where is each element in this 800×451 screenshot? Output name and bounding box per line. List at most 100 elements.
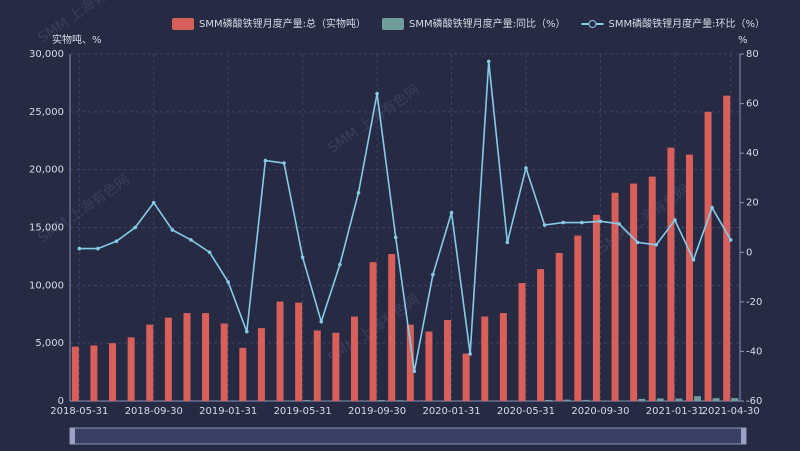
point — [617, 221, 621, 226]
y-tick-label: 5,000 — [35, 338, 64, 349]
bar — [712, 398, 720, 401]
bar — [109, 343, 117, 401]
y-tick-label: 25,000 — [29, 107, 64, 118]
bar — [693, 396, 701, 401]
bar — [574, 235, 582, 401]
point — [542, 223, 547, 227]
point — [114, 239, 119, 243]
point — [654, 243, 659, 247]
point — [431, 272, 435, 277]
y2-tick-label: -60 — [746, 396, 762, 407]
bar — [563, 399, 571, 401]
x-tick-label: 2021-04-30 — [702, 406, 760, 417]
bar — [592, 214, 600, 401]
bar — [444, 320, 452, 401]
point — [468, 352, 472, 356]
x-tick-label: 2019-05-31 — [274, 406, 332, 417]
bar — [369, 262, 377, 401]
point — [207, 250, 212, 255]
bar — [71, 346, 79, 401]
x-tick-label: 2021-01-31 — [646, 406, 704, 417]
bar — [396, 400, 404, 401]
line — [79, 61, 732, 372]
y2-tick-label: -40 — [746, 346, 762, 357]
y-tick-label: 0 — [58, 396, 64, 407]
y2-tick-label: 40 — [746, 148, 759, 159]
point — [598, 219, 603, 224]
watermark: SMM 上海有色网 — [595, 181, 693, 257]
bar — [90, 345, 98, 401]
point — [300, 255, 305, 260]
point — [561, 220, 565, 225]
bar — [731, 398, 739, 401]
point — [673, 218, 677, 222]
point — [170, 228, 175, 232]
x-tick-label: 2020-01-31 — [422, 406, 480, 417]
point — [356, 191, 361, 195]
bar — [295, 302, 303, 401]
bar — [704, 111, 712, 401]
y2-axis-label: % — [738, 35, 748, 46]
watermark: SMM 上海有色网 — [35, 171, 133, 247]
zoom-slider[interactable] — [69, 427, 747, 445]
bar — [406, 324, 414, 401]
point — [412, 369, 417, 374]
bar — [537, 269, 545, 401]
point — [393, 235, 398, 240]
y-axis-label: 实物吨、% — [52, 33, 102, 46]
point — [319, 319, 324, 324]
point — [635, 240, 640, 245]
legend-swatch — [588, 20, 597, 28]
point — [486, 59, 491, 64]
point — [524, 166, 528, 170]
point — [226, 280, 230, 284]
legend-swatch — [172, 18, 194, 30]
bar — [545, 399, 553, 401]
point — [151, 200, 156, 205]
y2-tick-label: 80 — [746, 49, 759, 60]
bar — [638, 398, 646, 401]
point — [728, 238, 733, 242]
bar — [648, 176, 656, 401]
y2-tick-label: 0 — [746, 247, 752, 258]
zoom-handle[interactable] — [741, 428, 746, 444]
y-tick-label: 10,000 — [29, 280, 64, 291]
bar — [303, 400, 311, 401]
point — [133, 225, 137, 230]
point — [710, 205, 714, 210]
point — [282, 161, 286, 165]
bar — [164, 317, 172, 401]
bar — [555, 252, 563, 401]
bar — [146, 324, 154, 401]
bar — [675, 398, 683, 401]
bar — [462, 353, 470, 401]
point — [449, 210, 454, 215]
point — [96, 246, 100, 251]
x-tick-label: 2020-05-31 — [497, 406, 555, 417]
y-tick-label: 30,000 — [29, 49, 64, 60]
bar — [127, 337, 135, 401]
bar — [630, 183, 638, 401]
bar — [332, 332, 340, 401]
legend-swatch — [381, 18, 404, 30]
zoom-handle[interactable] — [70, 428, 75, 444]
legend-label: SMM磷酸铁锂月度产量:同比（%） — [409, 17, 565, 30]
point — [189, 238, 193, 242]
bar — [518, 283, 526, 401]
point — [263, 158, 268, 163]
x-tick-label: 2018-05-31 — [50, 406, 108, 417]
y2-tick-label: -20 — [746, 297, 762, 308]
bar — [723, 95, 731, 401]
bar — [499, 313, 507, 401]
point — [691, 257, 696, 262]
y-tick-label: 20,000 — [29, 165, 64, 176]
bar — [656, 398, 664, 401]
x-tick-label: 2019-09-30 — [348, 406, 406, 417]
x-tick-label: 2018-09-30 — [125, 406, 183, 417]
point — [580, 220, 584, 225]
legend-label: SMM磷酸铁锂月度产量:总（实物吨） — [199, 17, 366, 30]
y2-tick-label: 20 — [746, 198, 759, 209]
bar — [202, 313, 210, 401]
watermark: SMM 上海有色网 — [325, 81, 423, 157]
